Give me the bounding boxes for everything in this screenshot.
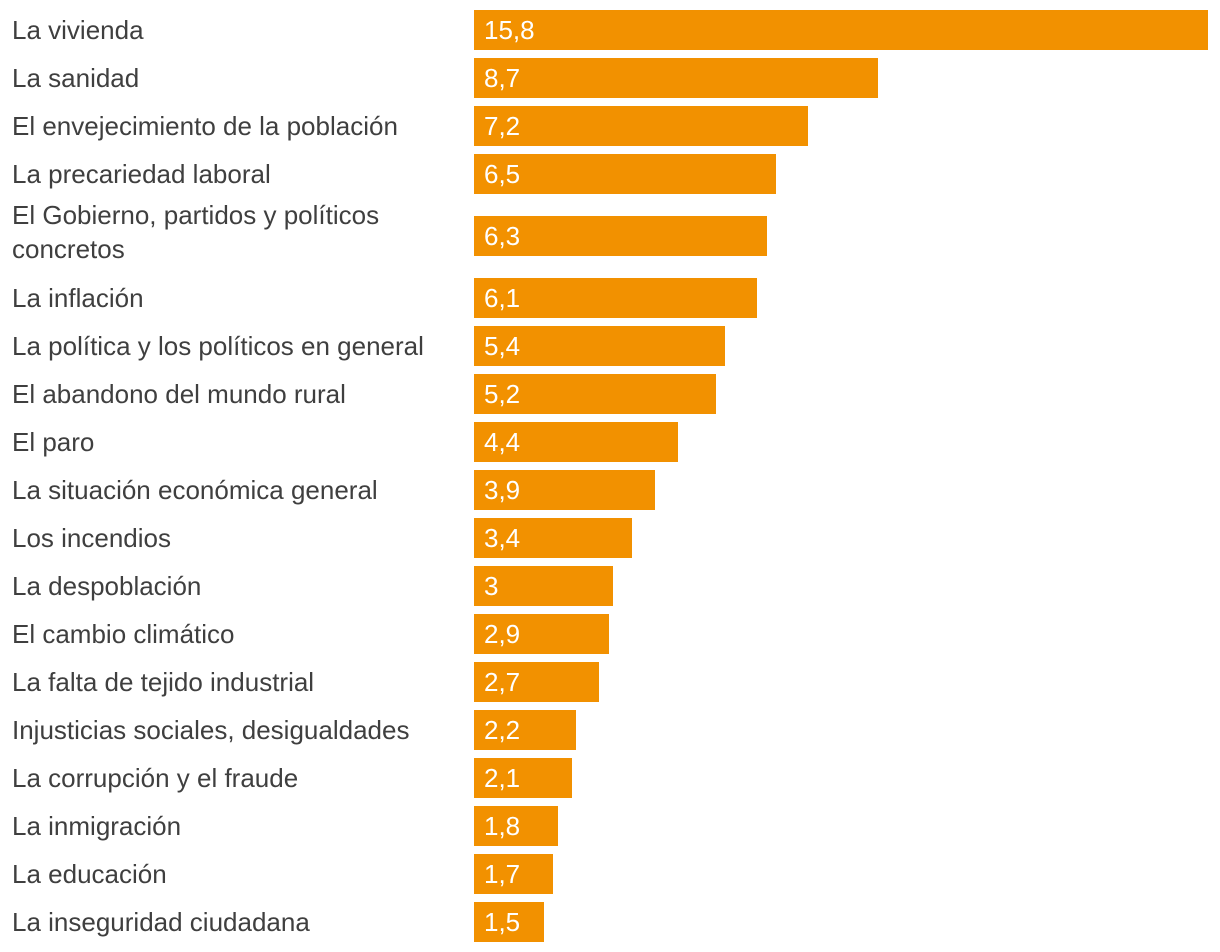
bar-value-label: 1,5 bbox=[484, 907, 521, 937]
category-label: La inmigración bbox=[12, 811, 182, 841]
category-label: Los incendios bbox=[12, 523, 171, 553]
chart-row: La educación 1,7 bbox=[0, 854, 1220, 894]
bar: 7,2 bbox=[474, 106, 808, 146]
bar-value-label: 3,9 bbox=[484, 475, 521, 505]
category-label: La precariedad laboral bbox=[12, 159, 271, 189]
bar: 1,5 bbox=[474, 902, 544, 942]
bar: 2,1 bbox=[474, 758, 572, 798]
bar: 1,8 bbox=[474, 806, 558, 846]
chart-row: La inmigración 1,8 bbox=[0, 806, 1220, 846]
chart-row: Los incendios 3,4 bbox=[0, 518, 1220, 558]
chart-row: El cambio climático 2,9 bbox=[0, 614, 1220, 654]
category-label: La corrupción y el fraude bbox=[12, 763, 299, 793]
bar-value-label: 6,3 bbox=[484, 221, 521, 251]
bar-value-label: 7,2 bbox=[484, 111, 521, 141]
category-label: La política y los políticos en general bbox=[12, 331, 424, 361]
chart-row: La precariedad laboral 6,5 bbox=[0, 154, 1220, 194]
bar: 3,9 bbox=[474, 470, 655, 510]
chart-row: La despoblación 3 bbox=[0, 566, 1220, 606]
category-label: El Gobierno, partidos y políticos concre… bbox=[12, 200, 380, 264]
bar: 15,8 bbox=[474, 10, 1208, 50]
chart-row: Injusticias sociales, desigualdades 2,2 bbox=[0, 710, 1220, 750]
bar-value-label: 5,2 bbox=[484, 379, 521, 409]
chart-row: La corrupción y el fraude 2,1 bbox=[0, 758, 1220, 798]
category-label: La inseguridad ciudadana bbox=[12, 907, 310, 937]
bar-value-label: 1,7 bbox=[484, 859, 521, 889]
category-label: La falta de tejido industrial bbox=[12, 667, 315, 697]
category-label: El paro bbox=[12, 427, 95, 457]
chart-row: La inseguridad ciudadana 1,5 bbox=[0, 902, 1220, 942]
chart-row: La falta de tejido industrial 2,7 bbox=[0, 662, 1220, 702]
bar: 8,7 bbox=[474, 58, 878, 98]
bar-value-label: 8,7 bbox=[484, 63, 521, 93]
bar-value-label: 1,8 bbox=[484, 811, 521, 841]
bar-value-label: 2,7 bbox=[484, 667, 521, 697]
bar: 6,1 bbox=[474, 278, 757, 318]
bar: 3 bbox=[474, 566, 613, 606]
bar: 3,4 bbox=[474, 518, 632, 558]
chart-row: La política y los políticos en general 5,… bbox=[0, 326, 1220, 366]
chart-row: El paro 4,4 bbox=[0, 422, 1220, 462]
bar: 2,9 bbox=[474, 614, 609, 654]
bar-value-label: 3 bbox=[484, 571, 499, 601]
bar-value-label: 2,2 bbox=[484, 715, 521, 745]
bar-value-label: 3,4 bbox=[484, 523, 521, 553]
bar-value-label: 5,4 bbox=[484, 331, 521, 361]
category-label: La inflación bbox=[12, 283, 144, 313]
bar-value-label: 6,1 bbox=[484, 283, 521, 313]
chart-row: La sanidad 8,7 bbox=[0, 58, 1220, 98]
category-label: Injusticias sociales, desigualdades bbox=[12, 715, 410, 745]
category-label: El envejecimiento de la población bbox=[12, 111, 398, 141]
chart-row: La vivienda 15,8 bbox=[0, 10, 1220, 50]
category-label: La situación económica general bbox=[12, 475, 378, 505]
bar: 5,4 bbox=[474, 326, 725, 366]
chart-row: La situación económica general 3,9 bbox=[0, 470, 1220, 510]
category-label: La vivienda bbox=[12, 15, 144, 45]
category-label: El abandono del mundo rural bbox=[12, 379, 346, 409]
bar-value-label: 2,1 bbox=[484, 763, 521, 793]
chart-row: La inflación 6,1 bbox=[0, 278, 1220, 318]
bar: 1,7 bbox=[474, 854, 553, 894]
chart-row: El envejecimiento de la población 7,2 bbox=[0, 106, 1220, 146]
bar-value-label: 2,9 bbox=[484, 619, 521, 649]
category-label: El cambio climático bbox=[12, 619, 235, 649]
bar-value-label: 4,4 bbox=[484, 427, 521, 457]
bar-value-label: 6,5 bbox=[484, 159, 521, 189]
category-label: La sanidad bbox=[12, 63, 140, 93]
category-label: La educación bbox=[12, 859, 167, 889]
bar-value-label: 15,8 bbox=[484, 15, 535, 45]
bar: 5,2 bbox=[474, 374, 716, 414]
chart-row: El abandono del mundo rural 5,2 bbox=[0, 374, 1220, 414]
bar: 6,5 bbox=[474, 154, 776, 194]
bar: 6,3 bbox=[474, 216, 767, 256]
chart-row: El Gobierno, partidos y políticos concre… bbox=[0, 200, 1220, 270]
bar: 4,4 bbox=[474, 422, 678, 462]
category-label: La despoblación bbox=[12, 571, 202, 601]
bar: 2,7 bbox=[474, 662, 599, 702]
bar: 2,2 bbox=[474, 710, 576, 750]
